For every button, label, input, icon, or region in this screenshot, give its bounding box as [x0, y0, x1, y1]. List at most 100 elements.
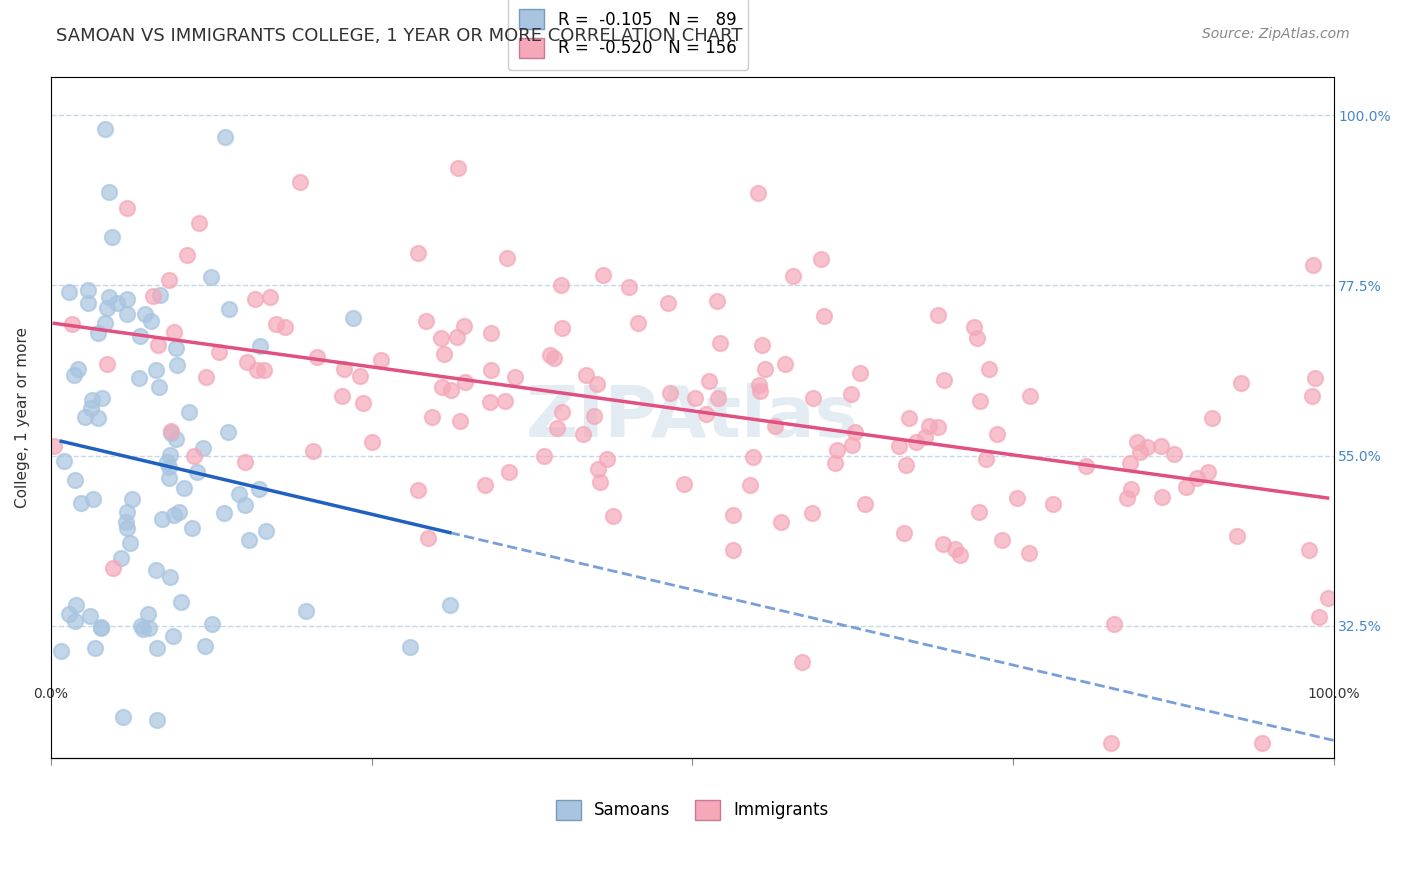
Point	[89, 622, 111, 636]
Point	[146, 338, 169, 352]
Point	[905, 435, 928, 450]
Point	[1185, 471, 1208, 485]
Point	[479, 363, 502, 377]
Point	[626, 316, 648, 330]
Point	[673, 477, 696, 491]
Point	[709, 336, 731, 351]
Point	[82, 393, 104, 408]
Point	[1301, 389, 1323, 403]
Point	[949, 548, 972, 562]
Point	[218, 301, 240, 316]
Point	[361, 435, 384, 450]
Point	[157, 273, 180, 287]
Point	[813, 310, 835, 324]
Point	[136, 607, 159, 621]
Point	[166, 358, 188, 372]
Point	[1229, 376, 1251, 390]
Point	[148, 380, 170, 394]
Point	[128, 370, 150, 384]
Point	[117, 201, 139, 215]
Point	[259, 290, 281, 304]
Point	[1251, 736, 1274, 750]
Point	[1074, 459, 1097, 474]
Point	[800, 506, 823, 520]
Text: 0.0%: 0.0%	[34, 687, 69, 701]
Point	[695, 407, 717, 421]
Point	[1197, 465, 1219, 479]
Point	[170, 595, 193, 609]
Point	[181, 521, 204, 535]
Point	[70, 496, 93, 510]
Point	[415, 314, 437, 328]
Point	[264, 317, 287, 331]
Point	[274, 320, 297, 334]
Point	[162, 325, 184, 339]
Point	[288, 175, 311, 189]
Point	[479, 326, 502, 340]
Point	[918, 418, 941, 433]
Point	[145, 641, 167, 656]
Point	[1116, 491, 1139, 505]
Point	[149, 288, 172, 302]
Point	[1308, 610, 1330, 624]
Point	[247, 482, 270, 496]
Point	[592, 268, 614, 283]
Point	[496, 252, 519, 266]
Point	[824, 456, 846, 470]
Point	[246, 362, 269, 376]
Point	[749, 384, 772, 398]
Point	[295, 604, 318, 618]
Point	[430, 331, 453, 345]
Y-axis label: College, 1 year or more: College, 1 year or more	[15, 327, 30, 508]
Point	[586, 462, 609, 476]
Point	[83, 641, 105, 656]
Point	[96, 301, 118, 315]
Point	[236, 355, 259, 369]
Point	[963, 319, 986, 334]
Point	[1201, 411, 1223, 425]
Point	[399, 640, 422, 655]
Point	[969, 393, 991, 408]
Point	[1226, 528, 1249, 542]
Point	[188, 216, 211, 230]
Point	[139, 314, 162, 328]
Point	[105, 296, 128, 310]
Point	[176, 248, 198, 262]
Point	[145, 563, 167, 577]
Point	[332, 362, 354, 376]
Point	[586, 376, 609, 391]
Point	[134, 307, 156, 321]
Point	[77, 295, 100, 310]
Point	[408, 483, 430, 497]
Point	[97, 185, 120, 199]
Point	[1099, 736, 1122, 750]
Point	[721, 508, 744, 523]
Point	[849, 366, 872, 380]
Point	[186, 465, 208, 479]
Point	[406, 246, 429, 260]
Point	[194, 370, 217, 384]
Point	[447, 161, 470, 175]
Point	[101, 560, 124, 574]
Point	[439, 599, 461, 613]
Point	[201, 616, 224, 631]
Point	[932, 537, 955, 551]
Point	[352, 395, 374, 409]
Point	[1150, 439, 1173, 453]
Point	[86, 326, 108, 341]
Point	[80, 401, 103, 416]
Point	[163, 508, 186, 522]
Point	[214, 129, 236, 144]
Point	[145, 363, 167, 377]
Point	[212, 506, 235, 520]
Point	[1150, 490, 1173, 504]
Point	[114, 516, 136, 530]
Point	[748, 377, 770, 392]
Point	[370, 353, 392, 368]
Point	[430, 380, 453, 394]
Point	[453, 319, 475, 334]
Point	[228, 487, 250, 501]
Point	[1007, 491, 1029, 505]
Point	[707, 391, 730, 405]
Point	[129, 619, 152, 633]
